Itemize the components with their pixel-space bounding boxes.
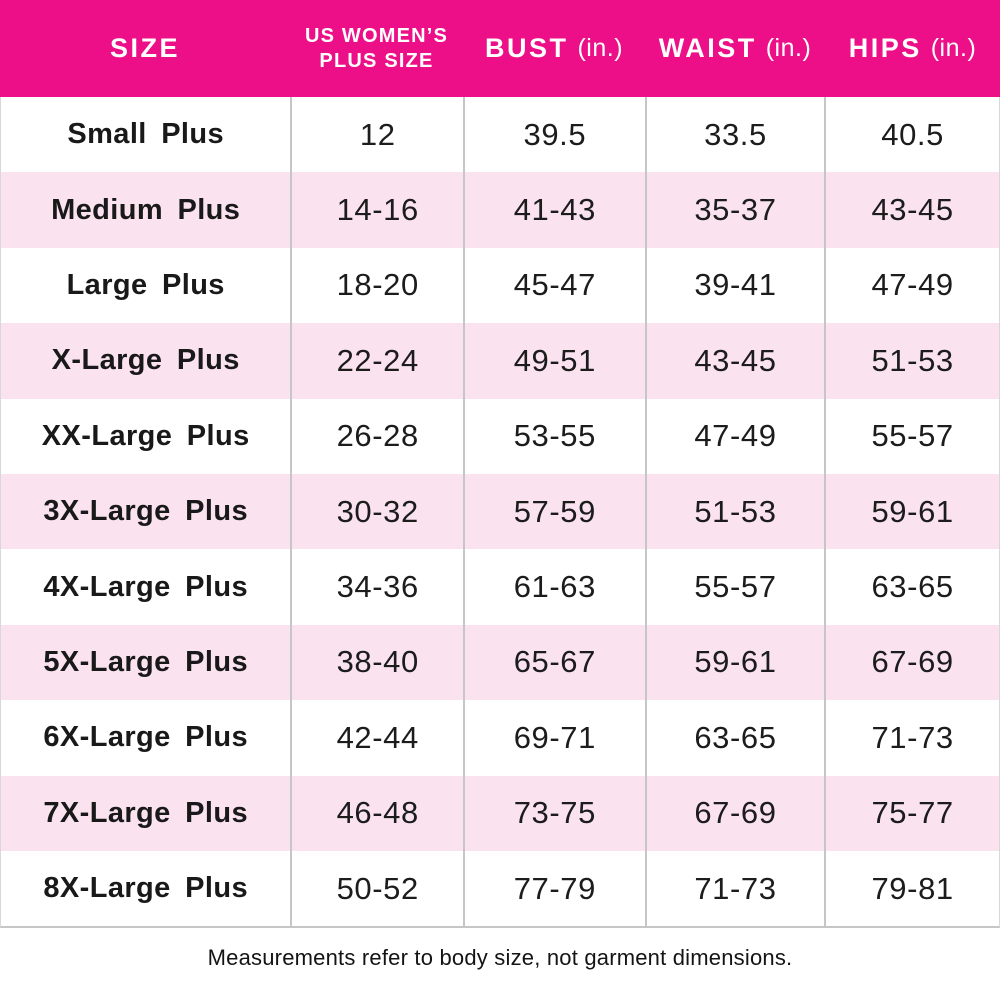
waist-cell: 63-65 [644, 700, 825, 776]
hips-cell: 51-53 [824, 323, 999, 399]
header-hips-unit: (in.) [930, 34, 977, 62]
waist-cell: 71-73 [644, 850, 825, 927]
waist-cell: 55-57 [644, 549, 825, 625]
us-plus-size-cell: 18-20 [290, 247, 463, 324]
header-bust-unit: (in.) [577, 34, 624, 62]
footnote: Measurements refer to body size, not gar… [207, 945, 793, 971]
header-size-label: SIZE [109, 33, 180, 63]
header-us-plus-size-line2: PLUS SIZE [319, 49, 434, 72]
us-plus-size-cell: 50-52 [290, 850, 463, 927]
size-cell: 5X-Large Plus [43, 645, 248, 678]
us-plus-size-cell: 34-36 [290, 549, 463, 625]
us-plus-size-cell: 12 [290, 97, 463, 173]
bust-cell: 65-67 [463, 624, 645, 701]
table-body: Small Plus 12 39.5 33.5 40.5 Medium Plus… [0, 97, 1000, 929]
us-plus-size-cell: 30-32 [290, 473, 463, 550]
header-waist-label: WAIST [658, 33, 757, 63]
table-row: X-Large Plus 22-24 49-51 43-45 51-53 [1, 323, 999, 399]
table-row: 5X-Large Plus 38-40 65-67 59-61 67-69 [1, 624, 999, 701]
bust-cell: 61-63 [463, 549, 645, 625]
size-cell: 8X-Large Plus [43, 872, 248, 905]
table-header: SIZE US WOMEN’S PLUS SIZE BUST (in.) WAI… [0, 0, 1000, 97]
hips-cell: 71-73 [824, 700, 999, 776]
hips-cell: 75-77 [824, 775, 999, 851]
us-plus-size-cell: 38-40 [290, 624, 463, 701]
header-size: SIZE [0, 0, 290, 97]
header-bust: BUST (in.) [463, 0, 645, 97]
us-plus-size-cell: 46-48 [290, 775, 463, 851]
table-row: 7X-Large Plus 46-48 73-75 67-69 75-77 [1, 775, 999, 851]
size-cell: Small Plus [67, 118, 225, 151]
header-waist-unit: (in.) [765, 34, 812, 62]
size-chart: SIZE US WOMEN’S PLUS SIZE BUST (in.) WAI… [0, 0, 1000, 971]
waist-cell: 39-41 [644, 247, 825, 324]
hips-cell: 59-61 [824, 473, 999, 550]
size-cell: X-Large Plus [51, 344, 240, 377]
bust-cell: 39.5 [463, 97, 645, 173]
size-cell: 7X-Large Plus [43, 796, 248, 829]
size-cell: Medium Plus [51, 193, 241, 226]
header-bust-label: BUST [484, 33, 569, 63]
us-plus-size-cell: 22-24 [290, 323, 463, 399]
waist-cell: 35-37 [644, 172, 825, 248]
us-plus-size-cell: 42-44 [290, 700, 463, 776]
hips-cell: 79-81 [824, 850, 999, 927]
size-cell: XX-Large Plus [41, 419, 250, 452]
waist-cell: 43-45 [644, 323, 825, 399]
table-row: 4X-Large Plus 34-36 61-63 55-57 63-65 [1, 549, 999, 625]
bust-cell: 57-59 [463, 473, 645, 550]
waist-cell: 59-61 [644, 624, 825, 701]
waist-cell: 67-69 [644, 775, 825, 851]
size-cell: 4X-Large Plus [43, 570, 248, 603]
bust-cell: 45-47 [463, 247, 645, 324]
table-row: 8X-Large Plus 50-52 77-79 71-73 79-81 [1, 850, 999, 927]
bust-cell: 73-75 [463, 775, 645, 851]
header-hips: HIPS (in.) [825, 0, 1000, 97]
table-row: XX-Large Plus 26-28 53-55 47-49 55-57 [1, 398, 999, 474]
us-plus-size-cell: 14-16 [290, 172, 463, 248]
table-row: Small Plus 12 39.5 33.5 40.5 [1, 97, 999, 173]
us-plus-size-cell: 26-28 [290, 398, 463, 474]
hips-cell: 55-57 [824, 398, 999, 474]
bust-cell: 77-79 [463, 850, 645, 927]
table-row: Medium Plus 14-16 41-43 35-37 43-45 [1, 172, 999, 248]
table-row: Large Plus 18-20 45-47 39-41 47-49 [1, 247, 999, 324]
bust-cell: 53-55 [463, 398, 645, 474]
table-row: 6X-Large Plus 42-44 69-71 63-65 71-73 [1, 700, 999, 776]
header-hips-label: HIPS [848, 33, 922, 63]
bust-cell: 49-51 [463, 323, 645, 399]
bust-cell: 41-43 [463, 172, 645, 248]
hips-cell: 63-65 [824, 549, 999, 625]
size-cell: Large Plus [66, 268, 225, 301]
hips-cell: 67-69 [824, 624, 999, 701]
waist-cell: 47-49 [644, 398, 825, 474]
hips-cell: 47-49 [824, 247, 999, 324]
waist-cell: 51-53 [644, 473, 825, 550]
size-cell: 3X-Large Plus [43, 495, 248, 528]
hips-cell: 43-45 [824, 172, 999, 248]
header-waist: WAIST (in.) [645, 0, 825, 97]
header-us-plus-size-line1: US WOMEN’S [304, 24, 449, 47]
table-row: 3X-Large Plus 30-32 57-59 51-53 59-61 [1, 473, 999, 550]
hips-cell: 40.5 [824, 97, 999, 173]
waist-cell: 33.5 [644, 97, 825, 173]
header-us-plus-size: US WOMEN’S PLUS SIZE [290, 0, 463, 97]
bust-cell: 69-71 [463, 700, 645, 776]
size-cell: 6X-Large Plus [43, 721, 248, 754]
